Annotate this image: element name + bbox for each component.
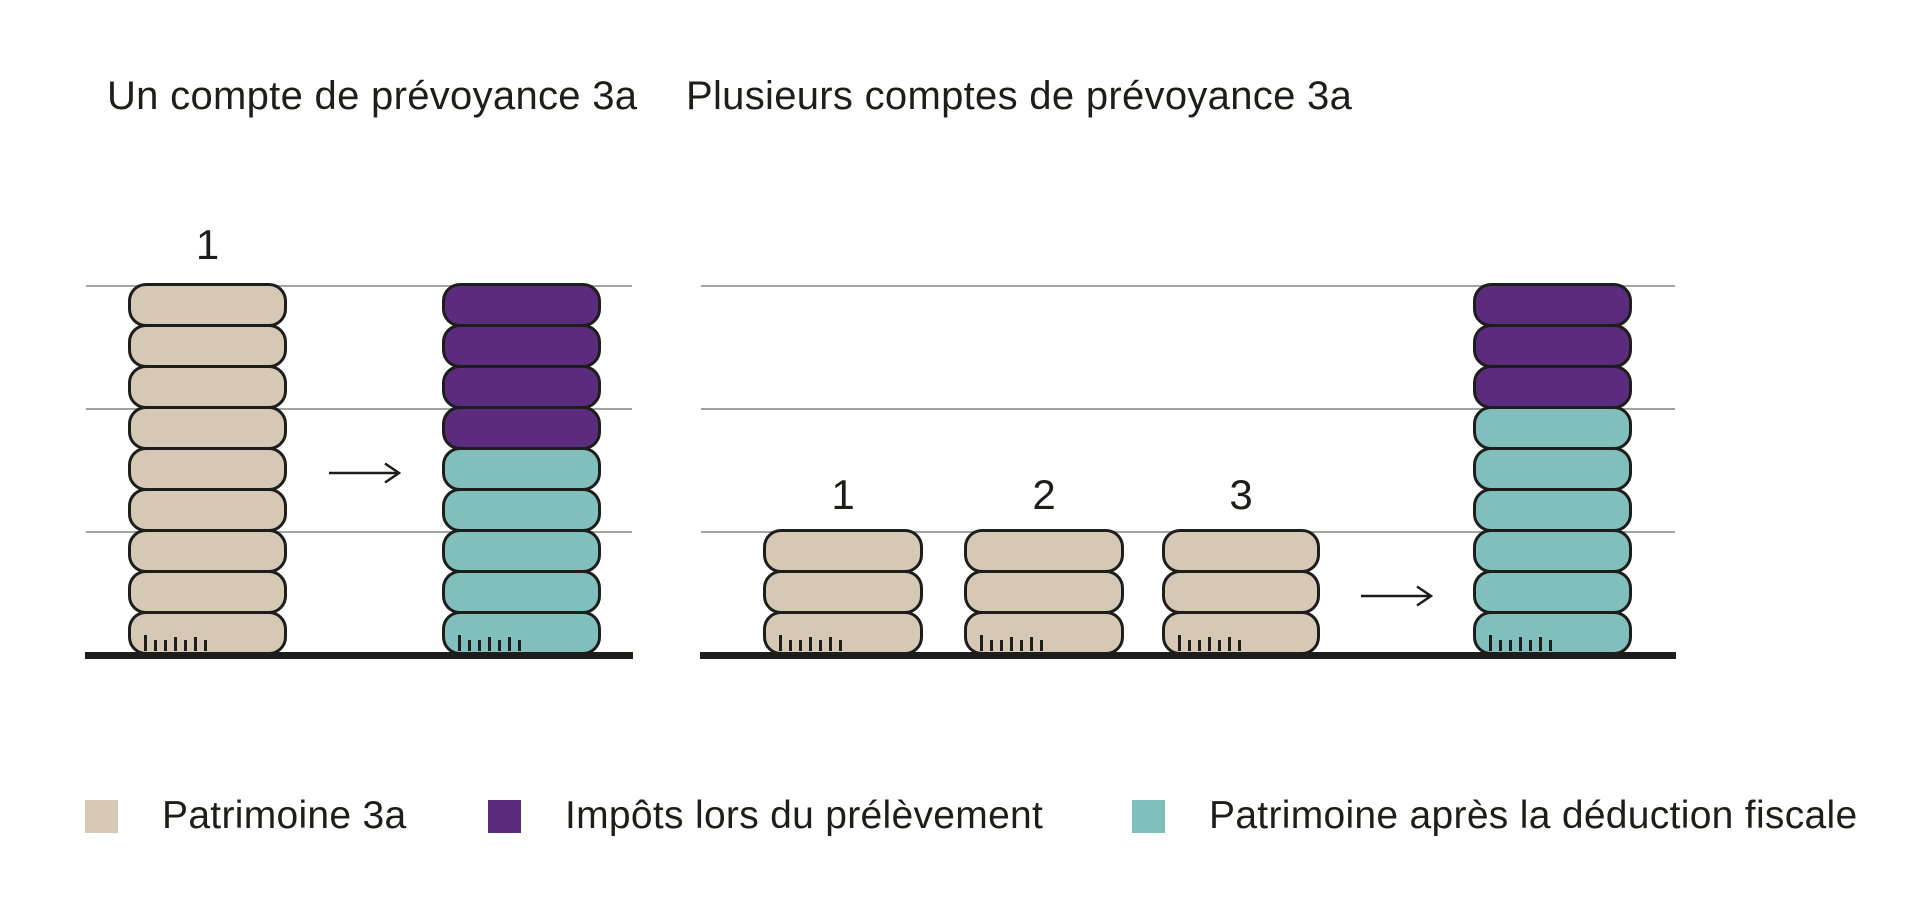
coin-stack-account-2 (964, 529, 1124, 655)
coin-beige (763, 611, 923, 655)
legend-item-patrimoine-apres: Patrimoine après la déduction fiscale (1132, 794, 1857, 838)
coin-stack-account-3 (1162, 529, 1320, 655)
coin-beige (128, 447, 287, 491)
coin-teal (442, 570, 601, 614)
coin-beige (964, 611, 1124, 655)
coin-teal (1473, 611, 1632, 655)
coin-beige (763, 570, 923, 614)
coin-beige (128, 365, 287, 409)
coin-beige (128, 529, 287, 573)
legend-swatch-teal (1132, 799, 1165, 833)
stack-label-1: 1 (195, 221, 220, 268)
coin-beige (128, 324, 287, 368)
coin-beige (1162, 611, 1320, 655)
coin-teal (442, 611, 601, 655)
coin-beige (964, 529, 1124, 573)
legend-swatch-purple (488, 799, 521, 833)
coin-serration-ticks (144, 635, 207, 651)
stack-label-3: 3 (1229, 471, 1253, 518)
coin-serration-ticks (458, 635, 521, 651)
coin-beige (128, 611, 287, 655)
legend-label: Patrimoine après la déduction fiscale (1209, 794, 1858, 837)
coin-purple (442, 406, 601, 450)
coin-stack-account-1 (128, 283, 287, 655)
stack-label-2: 2 (1032, 471, 1056, 518)
panel-title-right: Plusieurs comptes de prévoyance 3a (686, 74, 1353, 118)
coin-beige (128, 283, 287, 327)
gridline (701, 285, 1675, 287)
coin-serration-ticks (779, 635, 842, 651)
coin-stack-after-withdrawal (1473, 283, 1632, 655)
coin-beige (1162, 529, 1320, 573)
coin-beige (128, 406, 287, 450)
coin-teal (442, 447, 601, 491)
gridline (701, 408, 1675, 410)
coin-beige (128, 570, 287, 614)
legend-item-impots: Impôts lors du prélèvement (488, 794, 1043, 838)
arrow-right-icon (329, 462, 402, 484)
coin-stack-account-1 (763, 529, 923, 655)
coin-beige (964, 570, 1124, 614)
gridline (86, 531, 632, 533)
arrow-right-icon (1361, 585, 1434, 607)
coin-purple (1473, 283, 1632, 327)
panel-title-left: Un compte de prévoyance 3a (107, 74, 638, 118)
baseline (700, 652, 1676, 659)
coin-serration-ticks (1489, 635, 1552, 651)
coin-teal (1473, 488, 1632, 532)
legend-swatch-beige (85, 799, 118, 833)
coin-beige (128, 488, 287, 532)
coin-teal (442, 488, 601, 532)
legend-label: Impôts lors du prélèvement (565, 794, 1044, 837)
baseline (85, 652, 633, 659)
coin-purple (442, 365, 601, 409)
coin-stack-after-withdrawal (442, 283, 601, 655)
legend-item-patrimoine-3a: Patrimoine 3a (85, 794, 407, 838)
coin-teal (1473, 406, 1632, 450)
coin-purple (442, 324, 601, 368)
stack-label-1: 1 (831, 471, 855, 518)
coin-serration-ticks (980, 635, 1043, 651)
panel-several-accounts: 1 2 3 (700, 283, 1676, 659)
coin-purple (1473, 324, 1632, 368)
gridline (86, 408, 632, 410)
gridline (86, 285, 632, 287)
coin-purple (1473, 365, 1632, 409)
legend-label: Patrimoine 3a (162, 794, 407, 837)
coin-teal (1473, 447, 1632, 491)
coin-teal (442, 529, 601, 573)
coin-purple (442, 283, 601, 327)
coin-teal (1473, 570, 1632, 614)
panel-one-account: 1 (85, 222, 633, 659)
coin-beige (1162, 570, 1320, 614)
coin-teal (1473, 529, 1632, 573)
coin-serration-ticks (1178, 635, 1241, 651)
coin-beige (763, 529, 923, 573)
